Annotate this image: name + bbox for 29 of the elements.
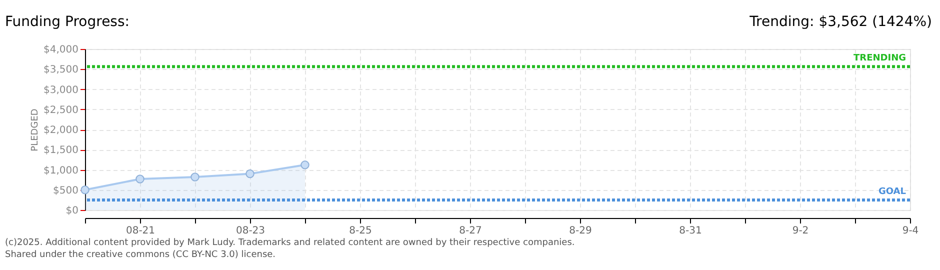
x-tick-label: 8-29 (569, 226, 592, 236)
x-tick-label: 8-25 (349, 226, 372, 236)
x-tick-label: 08-23 (236, 226, 266, 236)
y-tick-label: $0 (66, 206, 78, 216)
x-tick-label: 08-21 (126, 226, 156, 236)
y-axis-title: PLEDGED (30, 108, 41, 152)
point (300, 160, 310, 170)
y-tick-label: $1,500 (44, 145, 78, 156)
y-tick-label: $3,000 (44, 84, 78, 96)
x-tick-label: 8-31 (679, 226, 702, 236)
y-tick-label: $500 (53, 185, 78, 196)
point (136, 174, 144, 184)
x-tick-label: 8-27 (459, 226, 482, 236)
y-tick-label: $2,000 (44, 125, 78, 136)
point (190, 172, 200, 182)
y-tick-label: $3,500 (44, 64, 78, 76)
ref-line-label: GOAL (878, 186, 906, 197)
text: Shared under the creative commons (CC BY-NC 3.0) license. (5, 250, 276, 260)
ref-line-label: TRENDING (854, 54, 906, 64)
chart-subtitle: Trending: $3,562 (1424%) (748, 14, 932, 30)
y-tick-label: $4,000 (44, 44, 78, 56)
text: (c)2025. Additional content provided by Mark Ludy. Trademarks and related content are owned by their respective companies. (5, 238, 575, 248)
x-tick-label: 9-2 (792, 226, 809, 236)
point (80, 186, 90, 194)
y-tick-label: $2,500 (44, 104, 78, 116)
y-tick-label: $1,000 (44, 165, 78, 176)
chart-title: Funding Progress: (5, 14, 130, 30)
point (246, 169, 254, 178)
x-tick-label: 9-4 (902, 226, 919, 236)
